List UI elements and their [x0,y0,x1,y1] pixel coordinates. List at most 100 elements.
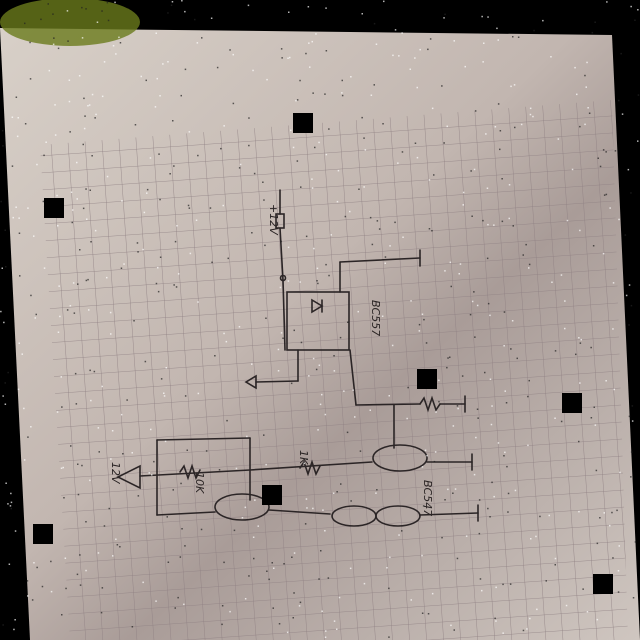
speck [325,7,327,9]
speck [188,131,191,133]
speck [57,225,59,227]
speck [397,162,399,164]
speck [414,57,416,59]
speck [336,628,338,630]
speck [613,388,615,391]
speck [220,147,222,150]
speck [427,613,430,615]
speck [137,495,140,497]
speck [266,78,268,81]
speck [359,450,362,452]
speck [394,29,397,31]
speck [115,538,117,540]
speck [564,327,566,330]
speck [211,261,213,264]
speck [424,449,427,451]
speck [431,107,434,110]
speck [609,207,611,209]
speck [157,266,159,269]
speck [77,463,79,465]
speck [625,294,628,297]
speck [612,557,614,559]
speck [238,326,241,328]
speck [74,372,77,375]
speck [375,492,377,494]
speck [85,569,87,572]
speck [2,145,4,147]
speck [311,178,313,180]
speck [159,95,161,97]
speck [93,370,96,373]
speck [529,617,531,620]
speck [332,492,335,494]
speck [57,331,60,333]
speck [514,126,516,129]
speck [315,368,318,371]
speck [170,4,173,6]
speck [67,40,69,42]
speck [78,75,81,77]
speck [251,232,253,234]
speck [56,411,59,413]
speck [529,107,532,110]
speck [238,167,241,169]
speck [265,463,267,466]
speck [210,17,213,19]
speck [293,592,295,594]
speck [406,417,408,420]
speck [290,382,293,385]
speck [123,263,125,265]
speck [525,243,527,246]
speck [446,125,448,128]
speck [295,99,297,102]
speck [461,375,464,377]
speck [197,154,199,157]
speck [306,458,308,460]
speck [545,580,547,582]
speck [30,426,32,428]
speck [579,229,581,232]
speck [131,626,134,628]
speck [98,451,100,453]
speck [486,257,489,260]
speck [325,50,328,52]
speck [76,161,78,164]
speck [167,12,169,14]
speck [453,40,455,42]
speck [27,436,29,438]
speck [634,19,636,21]
speck [223,125,225,127]
speck [232,53,234,56]
speck [584,74,586,77]
speck [103,525,106,527]
speck [479,578,482,580]
speck [314,146,316,149]
speck [308,375,310,377]
speck [491,481,493,484]
speck [594,424,597,426]
speck [299,601,302,604]
speck [43,267,46,269]
speck [69,305,72,307]
speck [149,157,152,159]
speck [315,33,317,35]
speck [578,440,580,443]
speck [189,252,192,255]
speck [497,103,500,105]
speck [13,628,15,631]
speck [248,575,250,577]
speck [254,499,256,501]
speck [484,371,486,374]
speck [218,469,221,471]
handwritten-label: 12V [109,462,122,485]
speck [452,492,454,494]
speck [5,266,7,268]
speck [252,536,255,538]
speck [288,11,290,13]
speck [378,228,381,230]
speck [296,99,299,101]
speck [221,623,223,626]
speck [628,324,630,326]
speck [159,198,161,201]
speck [18,342,20,344]
